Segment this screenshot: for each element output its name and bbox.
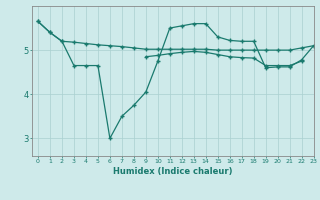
X-axis label: Humidex (Indice chaleur): Humidex (Indice chaleur) — [113, 167, 233, 176]
